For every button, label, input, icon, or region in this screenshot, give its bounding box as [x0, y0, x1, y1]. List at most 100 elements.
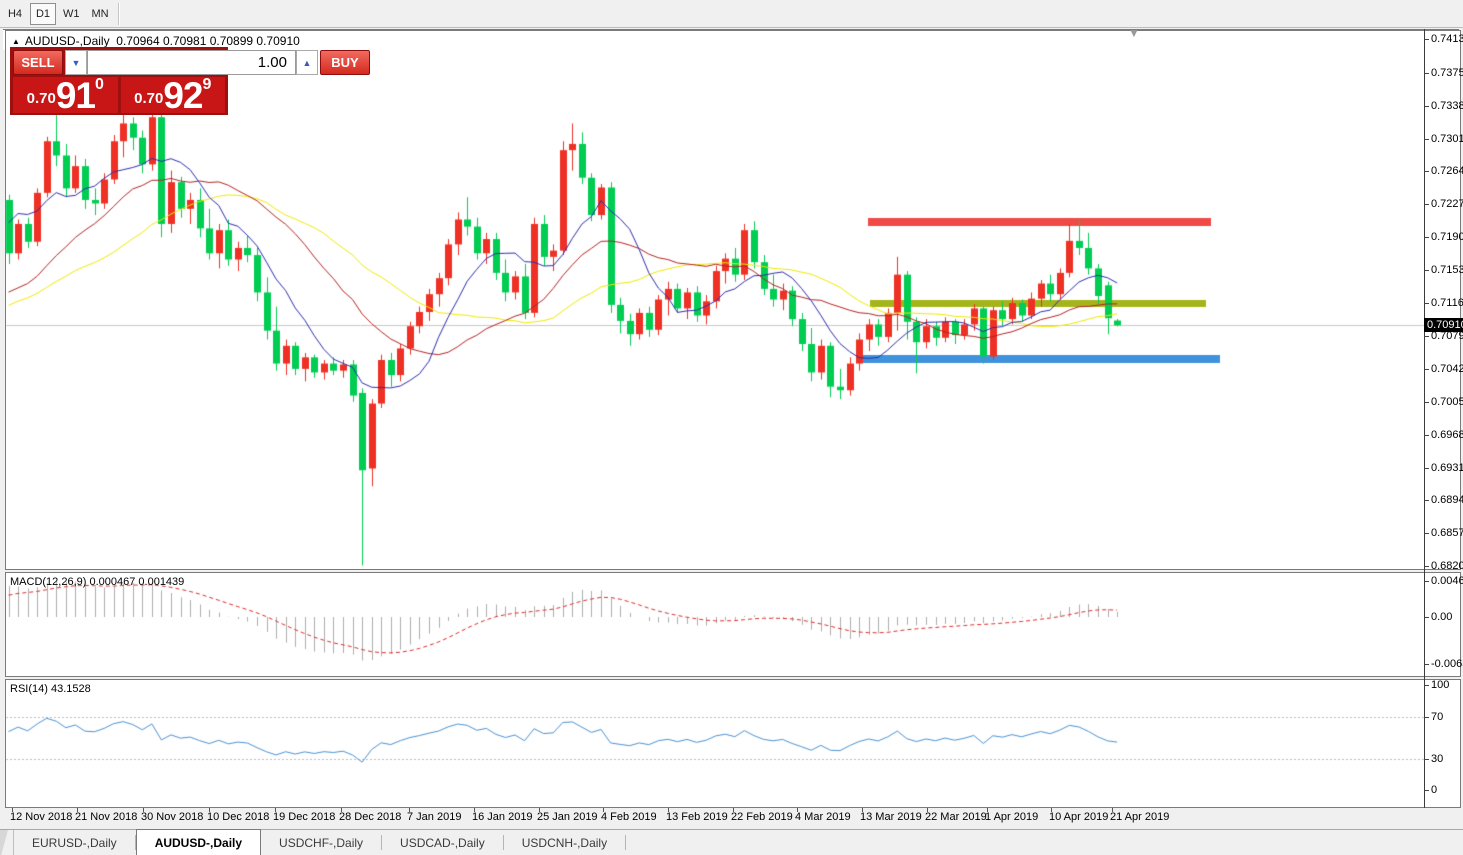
- volume-increment-button[interactable]: ▲: [296, 50, 318, 75]
- date-axis-tick: [927, 808, 928, 812]
- macd-axis-label: 0.004694: [1431, 575, 1463, 587]
- price-axis-tick: [1424, 500, 1429, 501]
- chart-tab-audusd[interactable]: AUDUSD-,Daily: [135, 829, 262, 855]
- date-axis-tick: [668, 808, 669, 812]
- price-axis-tick: [1424, 533, 1429, 534]
- date-axis-label: 1 Apr 2019: [985, 811, 1039, 823]
- buy-button[interactable]: BUY: [320, 50, 370, 75]
- current-price-badge: 0.70910: [1424, 318, 1463, 332]
- price-axis-tick: [1424, 204, 1429, 205]
- price-axis-tick: [1424, 435, 1429, 436]
- date-axis-label: 28 Dec 2018: [339, 811, 402, 823]
- date-axis-tick: [797, 808, 798, 812]
- price-axis-tick: [1424, 303, 1429, 304]
- price-axis-tick: [1424, 139, 1429, 140]
- date-axis-tick: [341, 808, 342, 812]
- rsi-axis-tick: [1424, 717, 1429, 718]
- tab-divider: [381, 835, 383, 850]
- date-axis-tick: [539, 808, 540, 812]
- date-axis-tick: [12, 808, 13, 812]
- date-axis-tick: [474, 808, 475, 812]
- price-axis-tick: [1424, 73, 1429, 74]
- sell-price-sup: 0: [94, 76, 104, 93]
- date-axis-label: 12 Nov 2018: [10, 811, 73, 823]
- chart-tab-bar: EURUSD-,Daily AUDUSD-,Daily USDCHF-,Daily U…: [0, 829, 1463, 855]
- rsi-axis-label: 30: [1431, 753, 1444, 765]
- chart-tab-usdchf[interactable]: USDCHF-,Daily: [279, 835, 364, 850]
- date-axis-label: 13 Mar 2019: [860, 811, 922, 823]
- price-axis-tick: [1424, 566, 1429, 567]
- buy-price-sup: 9: [202, 76, 212, 93]
- date-axis-label: 10 Apr 2019: [1049, 811, 1109, 823]
- date-axis-label: 22 Mar 2019: [925, 811, 987, 823]
- macd-label: MACD(12,26,9) 0.000467 0.001439: [10, 576, 185, 588]
- chart-tab-usdcad[interactable]: USDCAD-,Daily: [400, 835, 485, 850]
- one-click-trading-panel: SELL ▼ ▲ BUY 0.70 91 0 0.70 92 9: [10, 47, 370, 116]
- chart-shift-marker-icon[interactable]: ▼: [1128, 26, 1140, 40]
- symbol-label: AUDUSD-,Daily: [24, 34, 110, 48]
- volume-input[interactable]: [87, 50, 296, 75]
- date-axis-label: 22 Feb 2019: [731, 811, 793, 823]
- chart-title: ▲ AUDUSD-,Daily 0.70964 0.70981 0.70899 0…: [12, 34, 300, 48]
- macd-axis-tick: [1424, 664, 1429, 665]
- price-axis-tick: [1424, 369, 1429, 370]
- rsi-axis-label: 70: [1431, 711, 1444, 723]
- buy-price-base: 0.70: [134, 90, 164, 107]
- chart-tab-usdcnh[interactable]: USDCNH-,Daily: [521, 835, 608, 850]
- price-axis-tick: [1424, 39, 1429, 40]
- date-axis-label: 19 Dec 2018: [273, 811, 336, 823]
- price-axis-tick: [1424, 270, 1429, 271]
- macd-axis-label: 0.00: [1431, 611, 1453, 623]
- rsi-axis-tick: [1424, 759, 1429, 760]
- volume-decrement-button[interactable]: ▼: [65, 50, 87, 75]
- date-axis-tick: [733, 808, 734, 812]
- sell-price-box[interactable]: 0.70 91 0: [13, 76, 118, 114]
- price-axis-tick: [1424, 106, 1429, 107]
- macd-axis-tick: [1424, 581, 1429, 582]
- tab-divider: [625, 835, 627, 850]
- price-axis-tick: [1424, 237, 1429, 238]
- date-axis-tick: [143, 808, 144, 812]
- date-axis-tick: [1112, 808, 1113, 812]
- rsi-label: RSI(14) 43.1528: [10, 683, 91, 695]
- chart-tab-eurusd[interactable]: EURUSD-,Daily: [32, 835, 117, 850]
- rsi-axis-label: 100: [1431, 679, 1450, 691]
- collapse-arrow-icon[interactable]: ▲: [12, 37, 20, 46]
- date-axis-label: 25 Jan 2019: [537, 811, 598, 823]
- date-axis-tick: [209, 808, 210, 812]
- date-axis-label: 30 Nov 2018: [141, 811, 204, 823]
- date-axis-label: 21 Nov 2018: [75, 811, 138, 823]
- date-axis-label: 13 Feb 2019: [666, 811, 728, 823]
- date-axis-tick: [862, 808, 863, 812]
- sell-button[interactable]: SELL: [13, 50, 63, 75]
- buy-price-big: 92: [163, 75, 203, 116]
- date-axis-tick: [77, 808, 78, 812]
- sell-price-base: 0.70: [26, 90, 56, 107]
- rsi-axis-tick: [1424, 685, 1429, 686]
- date-axis-tick: [275, 808, 276, 812]
- date-axis-label: 21 Apr 2019: [1110, 811, 1170, 823]
- macd-axis-label: -0.00639: [1431, 658, 1463, 670]
- date-axis-label: 4 Feb 2019: [601, 811, 657, 823]
- price-axis-tick: [1424, 336, 1429, 337]
- tab-divider: [134, 835, 136, 850]
- price-axis-tick: [1424, 171, 1429, 172]
- buy-price-box[interactable]: 0.70 92 9: [120, 75, 225, 116]
